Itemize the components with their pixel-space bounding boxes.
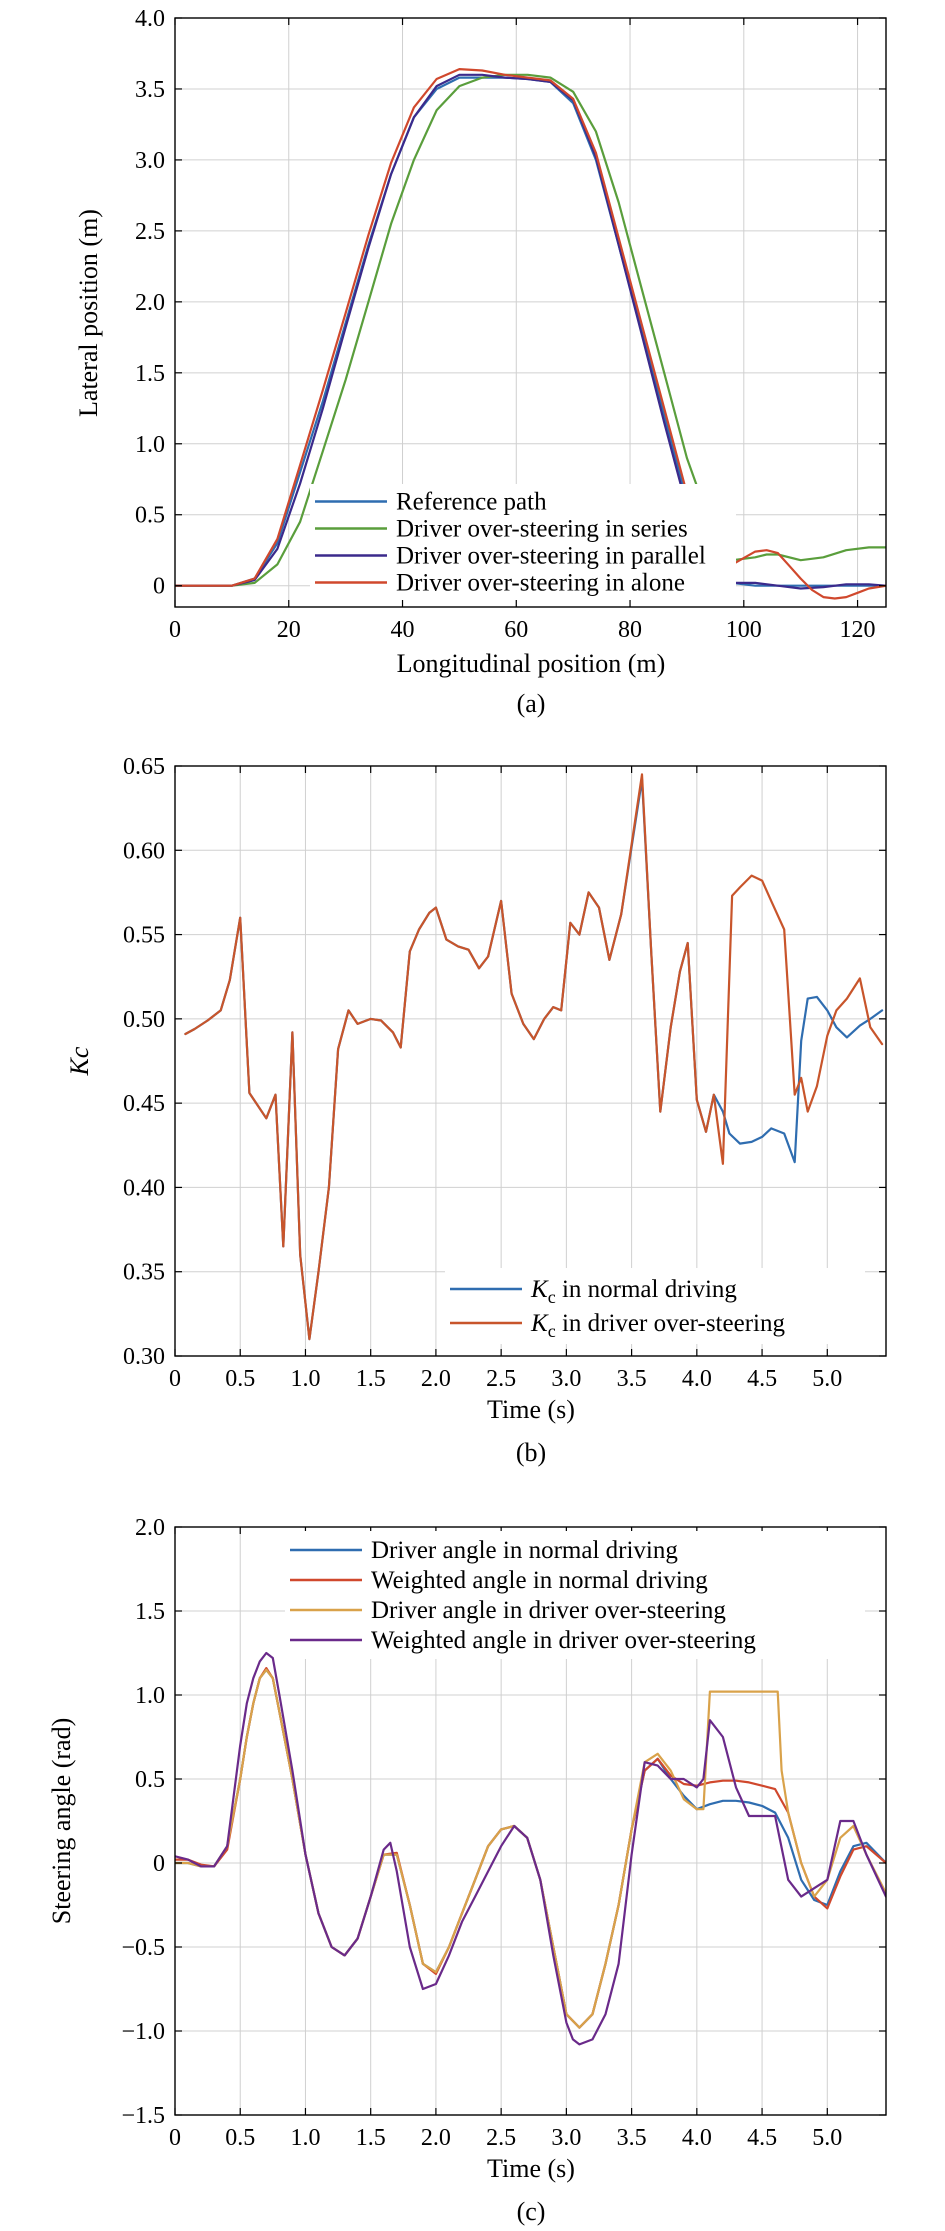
y-tick-label: 1.5 <box>135 1599 165 1625</box>
y-tick-label: 1.0 <box>135 1683 165 1709</box>
x-tick-label: 20 <box>277 617 301 643</box>
y-tick-label: 0.55 <box>123 923 165 949</box>
x-tick-label: 1.0 <box>290 2125 320 2151</box>
legend-label: Driver angle in normal driving <box>371 1537 678 1564</box>
x-tick-label: 100 <box>726 617 762 643</box>
legend-box <box>285 1531 865 1659</box>
legend-label: Reference path <box>396 489 547 516</box>
y-tick-label: 0.60 <box>123 838 165 864</box>
x-axis-label: Longitudinal position (m) <box>397 649 666 678</box>
legend-label: Weighted angle in normal driving <box>371 1567 708 1594</box>
series-group <box>184 773 884 1341</box>
x-tick-label: 4.5 <box>747 1366 777 1392</box>
x-tick-label: 3.5 <box>617 2125 647 2151</box>
y-axis-label: Kc <box>65 1046 94 1076</box>
x-tick-label: 3.0 <box>551 2125 581 2151</box>
y-tick-label: 0.5 <box>135 503 165 529</box>
y-tick-label: 0.5 <box>135 1767 165 1793</box>
plot-frame <box>174 765 887 1357</box>
series-line-4 <box>175 67 886 600</box>
y-tick-label: 4.0 <box>135 6 165 32</box>
panel-caption: (b) <box>516 1438 546 1467</box>
x-tick-label: 2.5 <box>486 1366 516 1392</box>
y-axis-label: Lateral position (m) <box>74 209 103 417</box>
x-tick-label: 0 <box>169 2125 181 2151</box>
y-tick-label: 1.5 <box>135 361 165 387</box>
x-tick-label: 4.5 <box>747 2125 777 2151</box>
x-tick-label: 0 <box>169 617 181 643</box>
series-line-3 <box>175 73 886 590</box>
x-tick-label: 5.0 <box>812 2125 842 2151</box>
legend-label: Driver over-steering in alone <box>396 570 685 597</box>
y-tick-label: 1.0 <box>135 432 165 458</box>
legend: Driver angle in normal driving Weighted a… <box>285 1531 865 1659</box>
series-line-1 <box>184 778 884 1341</box>
y-tick-label: 0.50 <box>123 1007 165 1033</box>
x-tick-label: 4.0 <box>682 2125 712 2151</box>
legend-label: Driver angle in driver over-steering <box>371 1597 726 1624</box>
legend-label: Driver over-steering in parallel <box>396 543 706 570</box>
series-line-4 <box>175 1651 886 2046</box>
chart-panel-b: 0 0.5 1.0 1.5 2.0 2.5 3.0 3.5 4.0 4.5 5.0 0.30 0.35 0… <box>65 754 887 1467</box>
x-tick-label: 0 <box>169 1366 181 1392</box>
y-tick-label: 2.0 <box>135 290 165 316</box>
y-tick-label: −1.0 <box>121 2019 165 2045</box>
y-tick-label: 0.65 <box>123 754 165 780</box>
legend-box <box>310 484 736 600</box>
y-tick-label: 3.0 <box>135 148 165 174</box>
x-tick-label: 120 <box>840 617 876 643</box>
x-tick-label: 5.0 <box>812 1366 842 1392</box>
series-line-3 <box>175 1668 886 2029</box>
x-tick-label: 80 <box>618 617 642 643</box>
series-line-2 <box>184 773 884 1341</box>
y-tick-label: 0.35 <box>123 1260 165 1286</box>
y-tick-label: 0.45 <box>123 1091 165 1117</box>
series-line-2 <box>175 73 886 587</box>
legend-label: Weighted angle in driver over-steering <box>371 1627 756 1654</box>
x-tick-label: 2.5 <box>486 2125 516 2151</box>
x-tick-label: 3.0 <box>551 1366 581 1392</box>
legend-label: Kc in normal driving <box>530 1276 737 1307</box>
panel-caption: (c) <box>517 2197 546 2226</box>
y-tick-label: 2.0 <box>135 1515 165 1541</box>
chart-panel-c: 0 0.5 1.0 1.5 2.0 2.5 3.0 3.5 4.0 4.5 5.0 −1.5 −1.0 −… <box>47 1515 887 2226</box>
y-tick-label: 3.5 <box>135 77 165 103</box>
y-tick-label: −0.5 <box>121 1935 165 1961</box>
x-tick-label: 2.0 <box>421 2125 451 2151</box>
y-tick-label: 0 <box>153 1851 165 1877</box>
x-axis-label: Time (s) <box>487 2154 575 2183</box>
y-tick-label: 2.5 <box>135 219 165 245</box>
x-tick-label: 60 <box>504 617 528 643</box>
x-tick-label: 0.5 <box>225 2125 255 2151</box>
y-tick-label: 0 <box>153 574 165 600</box>
x-tick-label: 40 <box>391 617 415 643</box>
panel-caption: (a) <box>517 689 546 718</box>
plot-frame <box>174 1526 887 2116</box>
legend-label: Kc in driver over-steering <box>530 1310 785 1341</box>
series-group <box>175 1651 886 2046</box>
series-group <box>175 67 886 600</box>
y-axis-label: Steering angle (rad) <box>47 1718 76 1924</box>
plot-frame <box>174 17 887 608</box>
x-tick-label: 1.0 <box>290 1366 320 1392</box>
x-tick-label: 0.5 <box>225 1366 255 1392</box>
legend-label: Driver over-steering in series <box>396 516 688 543</box>
x-tick-label: 2.0 <box>421 1366 451 1392</box>
x-tick-label: 1.5 <box>356 1366 386 1392</box>
y-tick-label: −1.5 <box>121 2103 165 2129</box>
y-tick-label: 0.30 <box>123 1344 165 1370</box>
legend-box <box>445 1268 865 1344</box>
x-tick-label: 4.0 <box>682 1366 712 1392</box>
y-tick-label: 0.40 <box>123 1175 165 1201</box>
x-tick-label: 3.5 <box>617 1366 647 1392</box>
chart-panel-a: 0 20 40 60 80 100 120 0 0.5 1.0 1.5 2.0 2.5 3.0 3.5 4.0… <box>74 6 887 718</box>
x-axis-label: Time (s) <box>487 1395 575 1424</box>
x-tick-label: 1.5 <box>356 2125 386 2151</box>
